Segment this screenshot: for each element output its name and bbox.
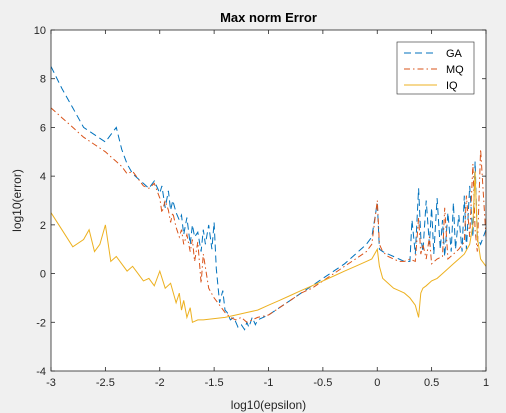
y-axis-label: log10(error) bbox=[10, 169, 24, 232]
x-tick-label: -3 bbox=[46, 377, 56, 389]
y-tick-label: 4 bbox=[40, 171, 46, 183]
y-axis: -4 -2 0 2 4 6 8 10 bbox=[34, 25, 486, 378]
x-tick-label: -1.5 bbox=[205, 377, 224, 389]
x-tick-label: 0.5 bbox=[424, 377, 439, 389]
legend-label-mq: MQ bbox=[446, 64, 464, 76]
chart-title: Max norm Error bbox=[220, 10, 317, 25]
series-line-mq bbox=[51, 107, 486, 323]
x-tick-label: 0 bbox=[374, 377, 380, 389]
series-line-ga bbox=[51, 66, 486, 331]
x-tick-label: -1 bbox=[264, 377, 274, 389]
y-tick-label: 6 bbox=[40, 122, 46, 134]
x-axis-label: log10(epsilon) bbox=[231, 398, 306, 412]
y-tick-label: 0 bbox=[40, 269, 46, 281]
legend-label-iq: IQ bbox=[446, 80, 458, 92]
y-tick-label: 8 bbox=[40, 74, 46, 86]
y-tick-label: 10 bbox=[34, 25, 46, 37]
series-line-iq bbox=[51, 171, 486, 324]
y-tick-label: 2 bbox=[40, 220, 46, 232]
x-tick-label: -2 bbox=[155, 377, 165, 389]
legend: GA MQ IQ bbox=[396, 41, 475, 95]
series-layer bbox=[51, 66, 486, 331]
legend-label-ga: GA bbox=[446, 48, 463, 60]
y-tick-label: -4 bbox=[36, 366, 46, 378]
x-tick-label: -0.5 bbox=[313, 377, 332, 389]
y-tick-label: -2 bbox=[36, 317, 46, 329]
x-axis: -3 -2.5 -2 -1.5 -1 -0.5 0 0.5 1 bbox=[46, 30, 489, 389]
x-tick-label: 1 bbox=[483, 377, 489, 389]
x-tick-label: -2.5 bbox=[96, 377, 115, 389]
